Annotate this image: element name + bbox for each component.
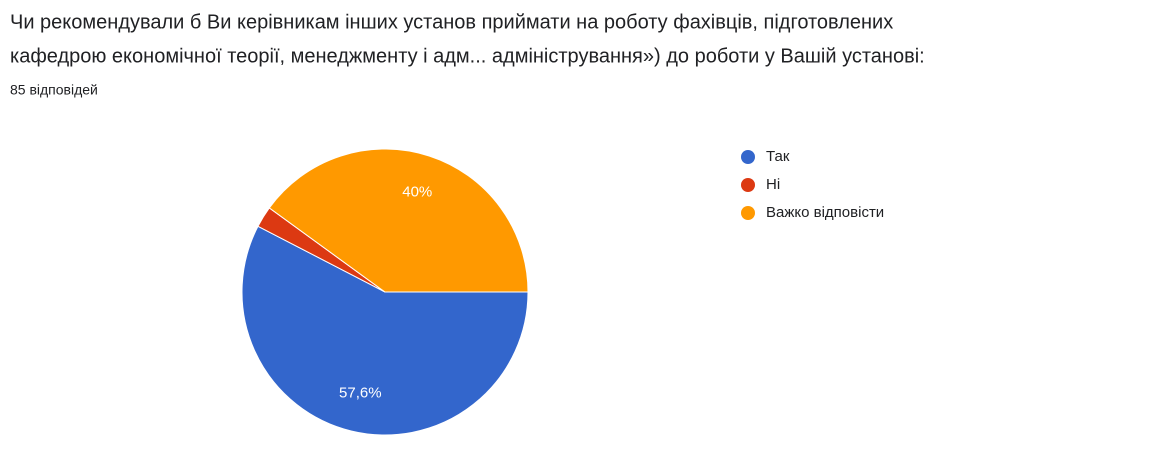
pie-slice — [268, 148, 529, 293]
chart-title: кафедрою економічної теорії, менеджменту… — [10, 45, 925, 67]
legend-label: Ні — [766, 176, 780, 193]
slice-label: 40% — [402, 184, 432, 201]
legend-label: Так — [766, 148, 790, 165]
pie-slice — [241, 225, 529, 436]
chart-title: Чи рекомендували б Ви керівникам інших у… — [10, 11, 893, 33]
legend-swatch — [741, 178, 755, 192]
legend-label: Важко відповісти — [766, 204, 884, 221]
slice-label: 57,6% — [339, 384, 382, 401]
legend-swatch — [741, 150, 755, 164]
legend-swatch — [741, 206, 755, 220]
chart-subtitle: 85 відповідей — [10, 82, 98, 98]
